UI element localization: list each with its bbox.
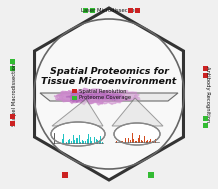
Polygon shape xyxy=(52,99,103,126)
Text: Proteome Coverage: Proteome Coverage xyxy=(79,95,131,101)
Ellipse shape xyxy=(51,122,105,146)
Polygon shape xyxy=(54,91,95,104)
Ellipse shape xyxy=(114,123,160,145)
Polygon shape xyxy=(66,93,93,102)
Polygon shape xyxy=(34,8,184,180)
Bar xyxy=(203,116,208,121)
Text: Antibody Recognition: Antibody Recognition xyxy=(204,66,209,122)
Bar xyxy=(10,59,15,64)
Polygon shape xyxy=(100,90,140,101)
Bar xyxy=(203,66,208,71)
Bar xyxy=(10,66,15,71)
Bar xyxy=(62,172,68,178)
Bar xyxy=(10,114,15,119)
Polygon shape xyxy=(80,90,108,100)
Bar xyxy=(203,73,208,78)
Bar xyxy=(10,121,15,126)
Text: Spatial Proteomics for: Spatial Proteomics for xyxy=(49,67,169,77)
Bar xyxy=(135,8,140,13)
Polygon shape xyxy=(80,91,130,105)
Polygon shape xyxy=(56,88,119,105)
Polygon shape xyxy=(91,92,111,100)
Text: Scalpel Macrodissection: Scalpel Macrodissection xyxy=(12,62,17,126)
Bar xyxy=(83,8,88,13)
Bar xyxy=(90,8,95,13)
Bar xyxy=(72,89,77,93)
Polygon shape xyxy=(40,93,178,101)
Polygon shape xyxy=(112,98,163,126)
Polygon shape xyxy=(108,94,123,101)
Bar xyxy=(203,123,208,128)
Text: Laser Microdissection: Laser Microdissection xyxy=(81,8,137,13)
Bar xyxy=(128,8,133,13)
Text: Spatial Resolution: Spatial Resolution xyxy=(79,88,126,94)
Bar xyxy=(72,96,77,100)
Text: Tissue Microenvironment: Tissue Microenvironment xyxy=(41,77,177,85)
Bar xyxy=(148,172,154,178)
